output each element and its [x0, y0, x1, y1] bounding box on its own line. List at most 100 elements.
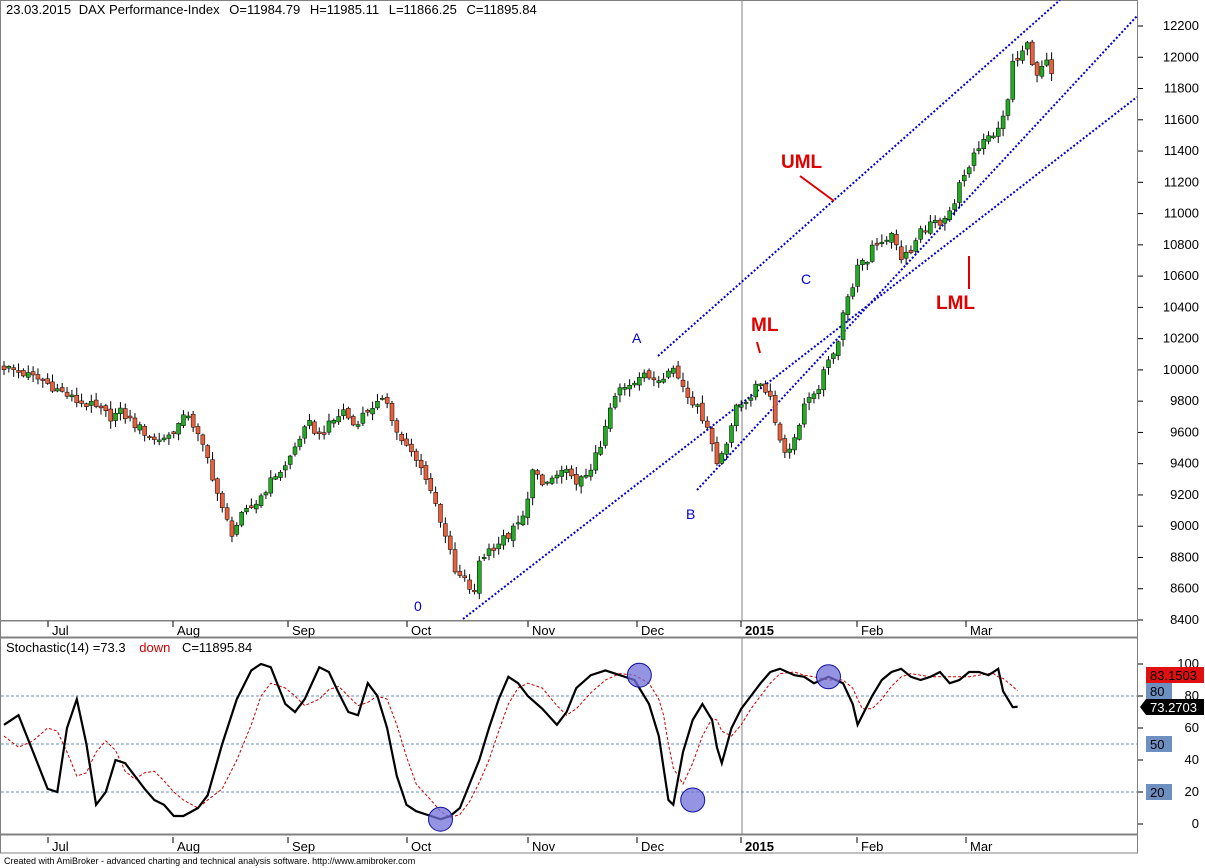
candle-body: [768, 390, 773, 397]
x-axis-price: Jul Aug Sep Oct Nov Dec 2015 Feb Mar: [47, 621, 993, 638]
candle-body: [511, 525, 516, 541]
header-text: 23.03.2015 DAX Performance-Index O=11984…: [6, 2, 537, 17]
candle-body: [127, 415, 133, 419]
candle-body: [617, 387, 623, 396]
candle-body: [826, 359, 831, 368]
candle-body: [966, 167, 972, 175]
x-tick-label: Mar: [970, 839, 993, 854]
stoch-k-value-tag: 73.2703: [1150, 700, 1197, 715]
stoch-80-tag-bg: [1146, 683, 1172, 699]
candle-body: [1005, 99, 1011, 116]
candle-body: [884, 239, 889, 242]
candle-body: [399, 434, 404, 442]
candle-body: [1020, 50, 1025, 61]
stoch-close: C=11895.84: [182, 640, 252, 655]
candle-body: [467, 579, 472, 590]
candle-body: [89, 401, 94, 406]
candle-body: [612, 396, 618, 408]
lml-label: LML: [936, 293, 975, 314]
candle-body: [700, 402, 705, 422]
candle-body: [103, 405, 109, 412]
stoch-k-line: [3, 662, 1018, 821]
candle-body: [865, 261, 870, 265]
candle-body: [1, 365, 7, 370]
price-y-tick-label: 11600: [1164, 112, 1199, 127]
candle-body: [1015, 58, 1020, 61]
header-high: H=11985.11: [310, 2, 379, 17]
price-y-tick-label: 10600: [1163, 268, 1199, 283]
candle-body: [991, 135, 996, 139]
stoch-y-tick-label: 40: [1185, 752, 1199, 767]
candle-body: [278, 471, 283, 478]
candle-body: [409, 443, 414, 453]
header-low: L=11866.25: [389, 2, 457, 17]
candle-body: [632, 382, 637, 386]
candle-body: [443, 523, 448, 537]
candle-body: [835, 341, 841, 356]
stoch-marker: [680, 787, 706, 813]
candle-body: [705, 420, 710, 428]
candle-body: [181, 414, 186, 426]
candle-body: [947, 210, 952, 220]
candle-body: [860, 260, 865, 266]
price-y-tick-label: 9000: [1170, 518, 1199, 533]
stoch-d-value-tag-bg: [1146, 667, 1204, 683]
header-close: C=11895.84: [466, 2, 536, 17]
candle-body: [1000, 115, 1006, 129]
candle-body: [850, 287, 855, 297]
candle-body: [942, 218, 948, 224]
candle-body: [593, 452, 598, 471]
candle-body: [224, 507, 230, 520]
price-y-tick-label: 10400: [1163, 299, 1199, 314]
candle-body: [142, 425, 147, 436]
candle-body: [520, 515, 526, 526]
candle-body: [414, 450, 419, 461]
candle-body: [350, 416, 356, 426]
candle-body: [554, 474, 560, 479]
candle-body: [239, 512, 244, 526]
candle-body: [384, 397, 390, 404]
candle-body: [889, 232, 894, 243]
price-y-tick-label: 8800: [1170, 549, 1199, 564]
x-tick-label: Feb: [861, 839, 883, 854]
candle-body: [84, 403, 89, 407]
candle-body: [331, 419, 337, 424]
price-y-tick-label: 8400: [1170, 612, 1199, 627]
x-tick-label: Aug: [177, 623, 200, 638]
candle-body: [190, 413, 196, 428]
candle-body: [797, 424, 802, 440]
candle-body: [583, 475, 589, 478]
candle-body: [326, 420, 332, 433]
candle-body: [748, 397, 754, 401]
candle-body: [666, 370, 671, 378]
candle-body: [16, 370, 21, 373]
candle-body: [724, 443, 729, 455]
price-y-tick-label: 11200: [1164, 174, 1199, 189]
candle-body: [540, 474, 545, 486]
candle-body: [287, 455, 293, 465]
candle-body: [928, 221, 933, 234]
price-y-tick-label: 11400: [1164, 143, 1199, 158]
candle-body: [302, 426, 307, 439]
candle-body: [59, 387, 65, 392]
candle-body: [312, 421, 317, 434]
stoch-20-tag-bg: [1146, 784, 1172, 800]
candle-body: [772, 395, 778, 423]
candle-body: [641, 372, 647, 379]
stoch-50-tag-bg: [1146, 736, 1172, 752]
candle-body: [258, 495, 264, 506]
candle-body: [879, 241, 885, 244]
x-tick-label: Nov: [532, 839, 556, 854]
candle-body: [74, 394, 79, 403]
candle-body: [806, 397, 812, 403]
candle-body: [608, 407, 613, 429]
pitchfork-channel: [462, 0, 1138, 620]
candle-body: [21, 370, 26, 377]
candle-body: [297, 438, 303, 447]
candle-body: [957, 182, 962, 203]
candle-body: [98, 405, 104, 409]
candle-body: [220, 492, 225, 508]
stoch-signal: down: [139, 640, 170, 655]
candle-body: [1029, 41, 1035, 65]
